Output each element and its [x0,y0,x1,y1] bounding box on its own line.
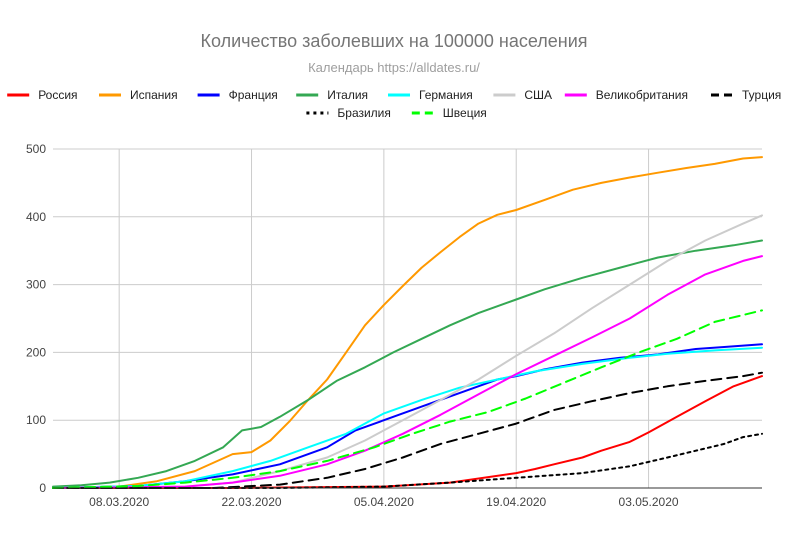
x-axis-ticks: 08.03.2020 22.03.2020 05.04.2020 19.04.2020… [89,495,679,509]
y-tick-label: 300 [26,278,46,292]
legend-item-7: Турция [711,88,781,102]
legend-label: Франция [229,88,278,102]
legend-item-9: Швеция [411,106,487,120]
legend-label: Италия [327,88,368,102]
y-tick-label: 100 [26,413,46,427]
x-tick-label: 22.03.2020 [221,495,281,509]
legend-item-5: США [493,88,552,102]
series-line-9 [52,309,763,489]
series-line-1 [52,156,763,489]
legend-label: Германия [419,88,473,102]
x-tick-label: 19.04.2020 [486,495,546,509]
legend-item-8: Бразилия [306,106,391,120]
chart-title: Количество заболевших на 100000 населени… [200,31,587,51]
legend-item-2: Франция [197,88,278,102]
y-tick-label: 0 [39,481,46,495]
chart-subtitle: Календарь https://alldates.ru/ [308,60,480,75]
legend-label: США [524,88,552,102]
x-tick-label: 08.03.2020 [89,495,149,509]
x-tick-label: 05.04.2020 [354,495,414,509]
legend-label: Швеция [443,106,487,120]
legend-item-0: Россия [7,88,78,102]
series-line-6 [52,255,763,489]
series-line-3 [52,239,763,488]
y-axis-ticks: 0 100 200 300 400 500 [26,142,46,495]
series-line-8 [52,432,763,489]
series-line-4 [52,346,763,489]
legend-label: Турция [742,88,781,102]
legend-item-3: Италия [296,88,368,102]
legend-label: Бразилия [337,106,391,120]
legend-label: Испания [130,88,178,102]
y-tick-label: 200 [26,345,46,359]
y-tick-label: 500 [26,142,46,156]
series-line-7 [52,371,763,489]
series-line-5 [52,214,763,489]
legend-label: Великобритания [596,88,688,102]
legend-item-6: Великобритания [564,88,688,102]
series-lines [52,156,763,489]
y-tick-label: 400 [26,210,46,224]
legend-label: Россия [38,88,77,102]
x-tick-label: 03.05.2020 [619,495,679,509]
legend: Россия Испания Франция Италия Германия США Вел… [7,88,781,120]
legend-item-1: Испания [99,88,178,102]
grid [53,148,762,488]
legend-item-4: Германия [388,88,473,102]
